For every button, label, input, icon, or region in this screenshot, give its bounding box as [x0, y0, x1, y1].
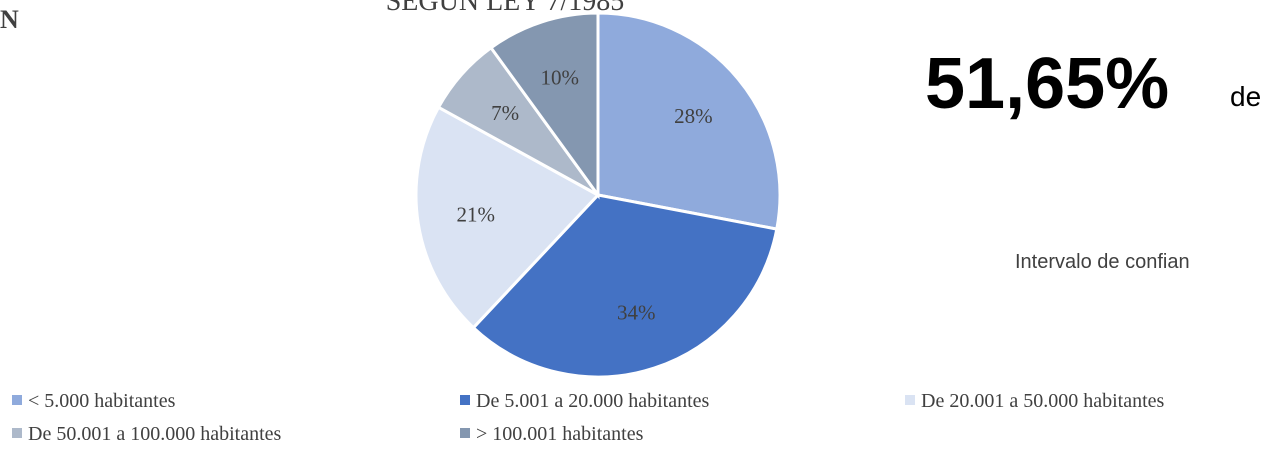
headline-value: 51,65%: [925, 44, 1169, 124]
legend-swatch: [460, 395, 470, 405]
data-label: 34%: [617, 301, 656, 325]
data-label: 10%: [541, 65, 580, 89]
data-label: 28%: [674, 104, 713, 128]
pie: 28% 34% 21% 7% 10%: [414, 11, 782, 379]
legend-label: > 100.001 habitantes: [476, 423, 644, 445]
pie-slice: [414, 105, 601, 330]
legend-label: De 5.001 a 20.000 habitantes: [476, 390, 709, 412]
data-label: 7%: [491, 101, 519, 125]
headline-suffix: de: [1230, 81, 1261, 112]
pie-slice: [488, 11, 600, 200]
legend-label: De 50.001 a 100.000 habitantes: [28, 423, 281, 445]
legend-label: De 20.001 a 50.000 habitantes: [921, 390, 1164, 412]
chart-title: SEGÚN LEY 7/1985: [386, 0, 625, 17]
legend-swatch: [12, 428, 22, 438]
pie-slice: [596, 11, 782, 231]
legend-swatch: [460, 428, 470, 438]
legend: < 5.000 habitantes De 5.001 a 20.000 habi…: [12, 390, 1164, 445]
legend-swatch: [905, 395, 915, 405]
legend-label: < 5.000 habitantes: [28, 390, 176, 412]
legend-swatch: [12, 395, 22, 405]
side-letter: N: [0, 5, 19, 34]
pie-slice: [471, 193, 779, 379]
note: Intervalo de confian: [1015, 251, 1190, 273]
data-label: 21%: [457, 202, 496, 226]
